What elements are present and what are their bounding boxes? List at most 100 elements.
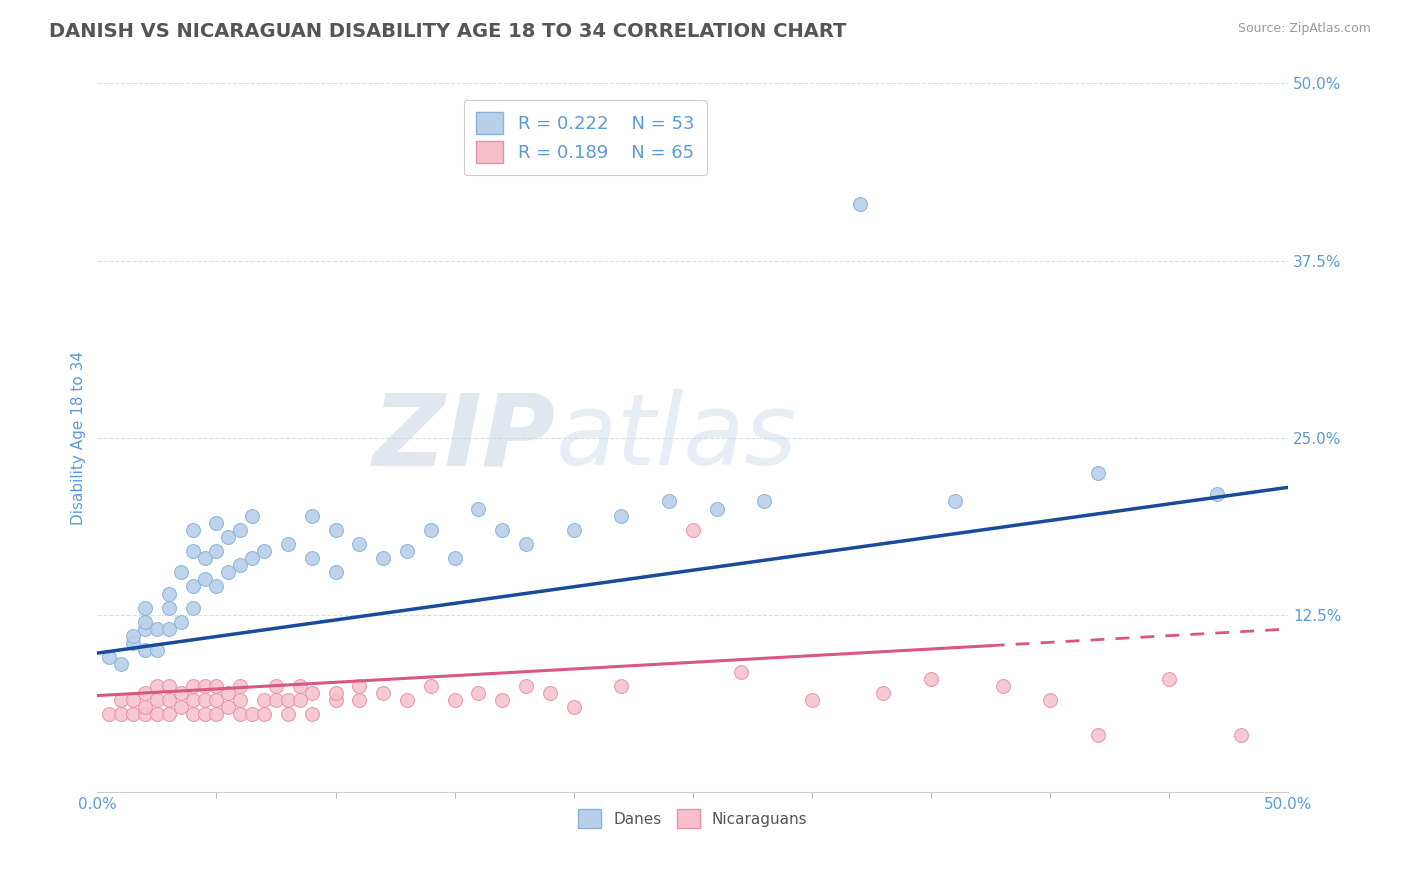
Point [562,523,585,537]
Point [872,686,894,700]
Point [253,544,276,558]
Point [157,600,180,615]
Point [205,706,228,721]
Point [373,551,395,566]
Text: DANISH VS NICARAGUAN DISABILITY AGE 18 TO 34 CORRELATION CHART: DANISH VS NICARAGUAN DISABILITY AGE 18 T… [49,22,846,41]
Y-axis label: Disability Age 18 to 34: Disability Age 18 to 34 [72,351,86,524]
Point [122,636,145,650]
Point [157,679,180,693]
Point [146,706,169,721]
Point [217,700,239,714]
Point [146,622,169,636]
Point [229,679,252,693]
Point [349,537,371,551]
Point [157,706,180,721]
Point [277,537,299,551]
Point [395,544,418,558]
Point [467,686,489,700]
Point [373,686,395,700]
Point [325,566,347,580]
Point [98,650,121,665]
Point [515,537,537,551]
Point [181,679,204,693]
Point [1087,728,1109,742]
Point [205,579,228,593]
Point [229,558,252,573]
Point [515,679,537,693]
Point [181,600,204,615]
Point [157,622,180,636]
Point [1229,728,1251,742]
Point [205,516,228,530]
Point [157,586,180,600]
Text: ZIP: ZIP [373,389,555,486]
Point [419,523,441,537]
Point [134,643,156,657]
Point [301,706,323,721]
Point [134,686,156,700]
Point [395,693,418,707]
Point [349,693,371,707]
Point [730,665,752,679]
Point [193,573,215,587]
Point [193,551,215,566]
Point [1087,466,1109,480]
Point [943,494,966,508]
Point [98,706,121,721]
Point [288,679,311,693]
Point [170,700,193,714]
Point [193,679,215,693]
Legend: Danes, Nicaraguans: Danes, Nicaraguans [572,803,814,834]
Point [181,693,204,707]
Point [443,693,465,707]
Point [205,544,228,558]
Point [122,629,145,643]
Point [1039,693,1062,707]
Point [754,494,776,508]
Point [264,679,287,693]
Point [193,706,215,721]
Point [134,622,156,636]
Point [1206,487,1229,501]
Point [170,686,193,700]
Point [491,693,513,707]
Point [253,693,276,707]
Point [301,551,323,566]
Point [217,566,239,580]
Point [253,706,276,721]
Point [134,700,156,714]
Point [538,686,561,700]
Point [848,197,870,211]
Point [181,523,204,537]
Point [443,551,465,566]
Point [467,501,489,516]
Point [134,615,156,629]
Point [110,657,132,672]
Point [122,693,145,707]
Point [349,679,371,693]
Point [264,693,287,707]
Point [301,508,323,523]
Point [325,523,347,537]
Point [217,530,239,544]
Point [610,508,633,523]
Point [301,686,323,700]
Point [288,693,311,707]
Point [146,693,169,707]
Point [157,693,180,707]
Point [325,693,347,707]
Point [1159,672,1181,686]
Point [229,706,252,721]
Point [658,494,681,508]
Point [706,501,728,516]
Point [920,672,942,686]
Point [181,544,204,558]
Point [562,700,585,714]
Point [277,706,299,721]
Point [193,693,215,707]
Text: Source: ZipAtlas.com: Source: ZipAtlas.com [1237,22,1371,36]
Point [991,679,1014,693]
Point [240,706,263,721]
Point [682,523,704,537]
Point [146,679,169,693]
